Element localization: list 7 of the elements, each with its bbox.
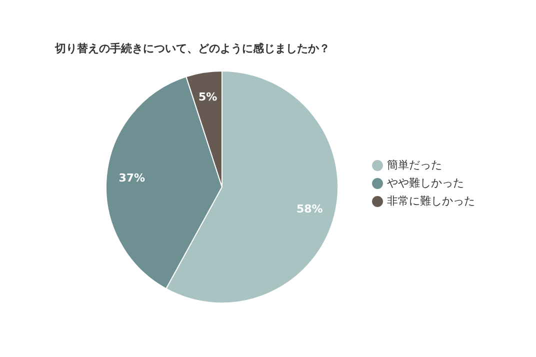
chart-title: 切り替えの手続きについて、どのように感じましたか？ <box>54 42 330 55</box>
legend-label: やや難しかった <box>387 176 464 190</box>
data-label: 37% <box>118 171 146 184</box>
data-label: 5% <box>198 90 218 104</box>
data-label: 58% <box>296 202 323 216</box>
legend-label: 簡単だった <box>387 158 442 172</box>
legend-label: 非常に難しかった <box>387 194 475 208</box>
